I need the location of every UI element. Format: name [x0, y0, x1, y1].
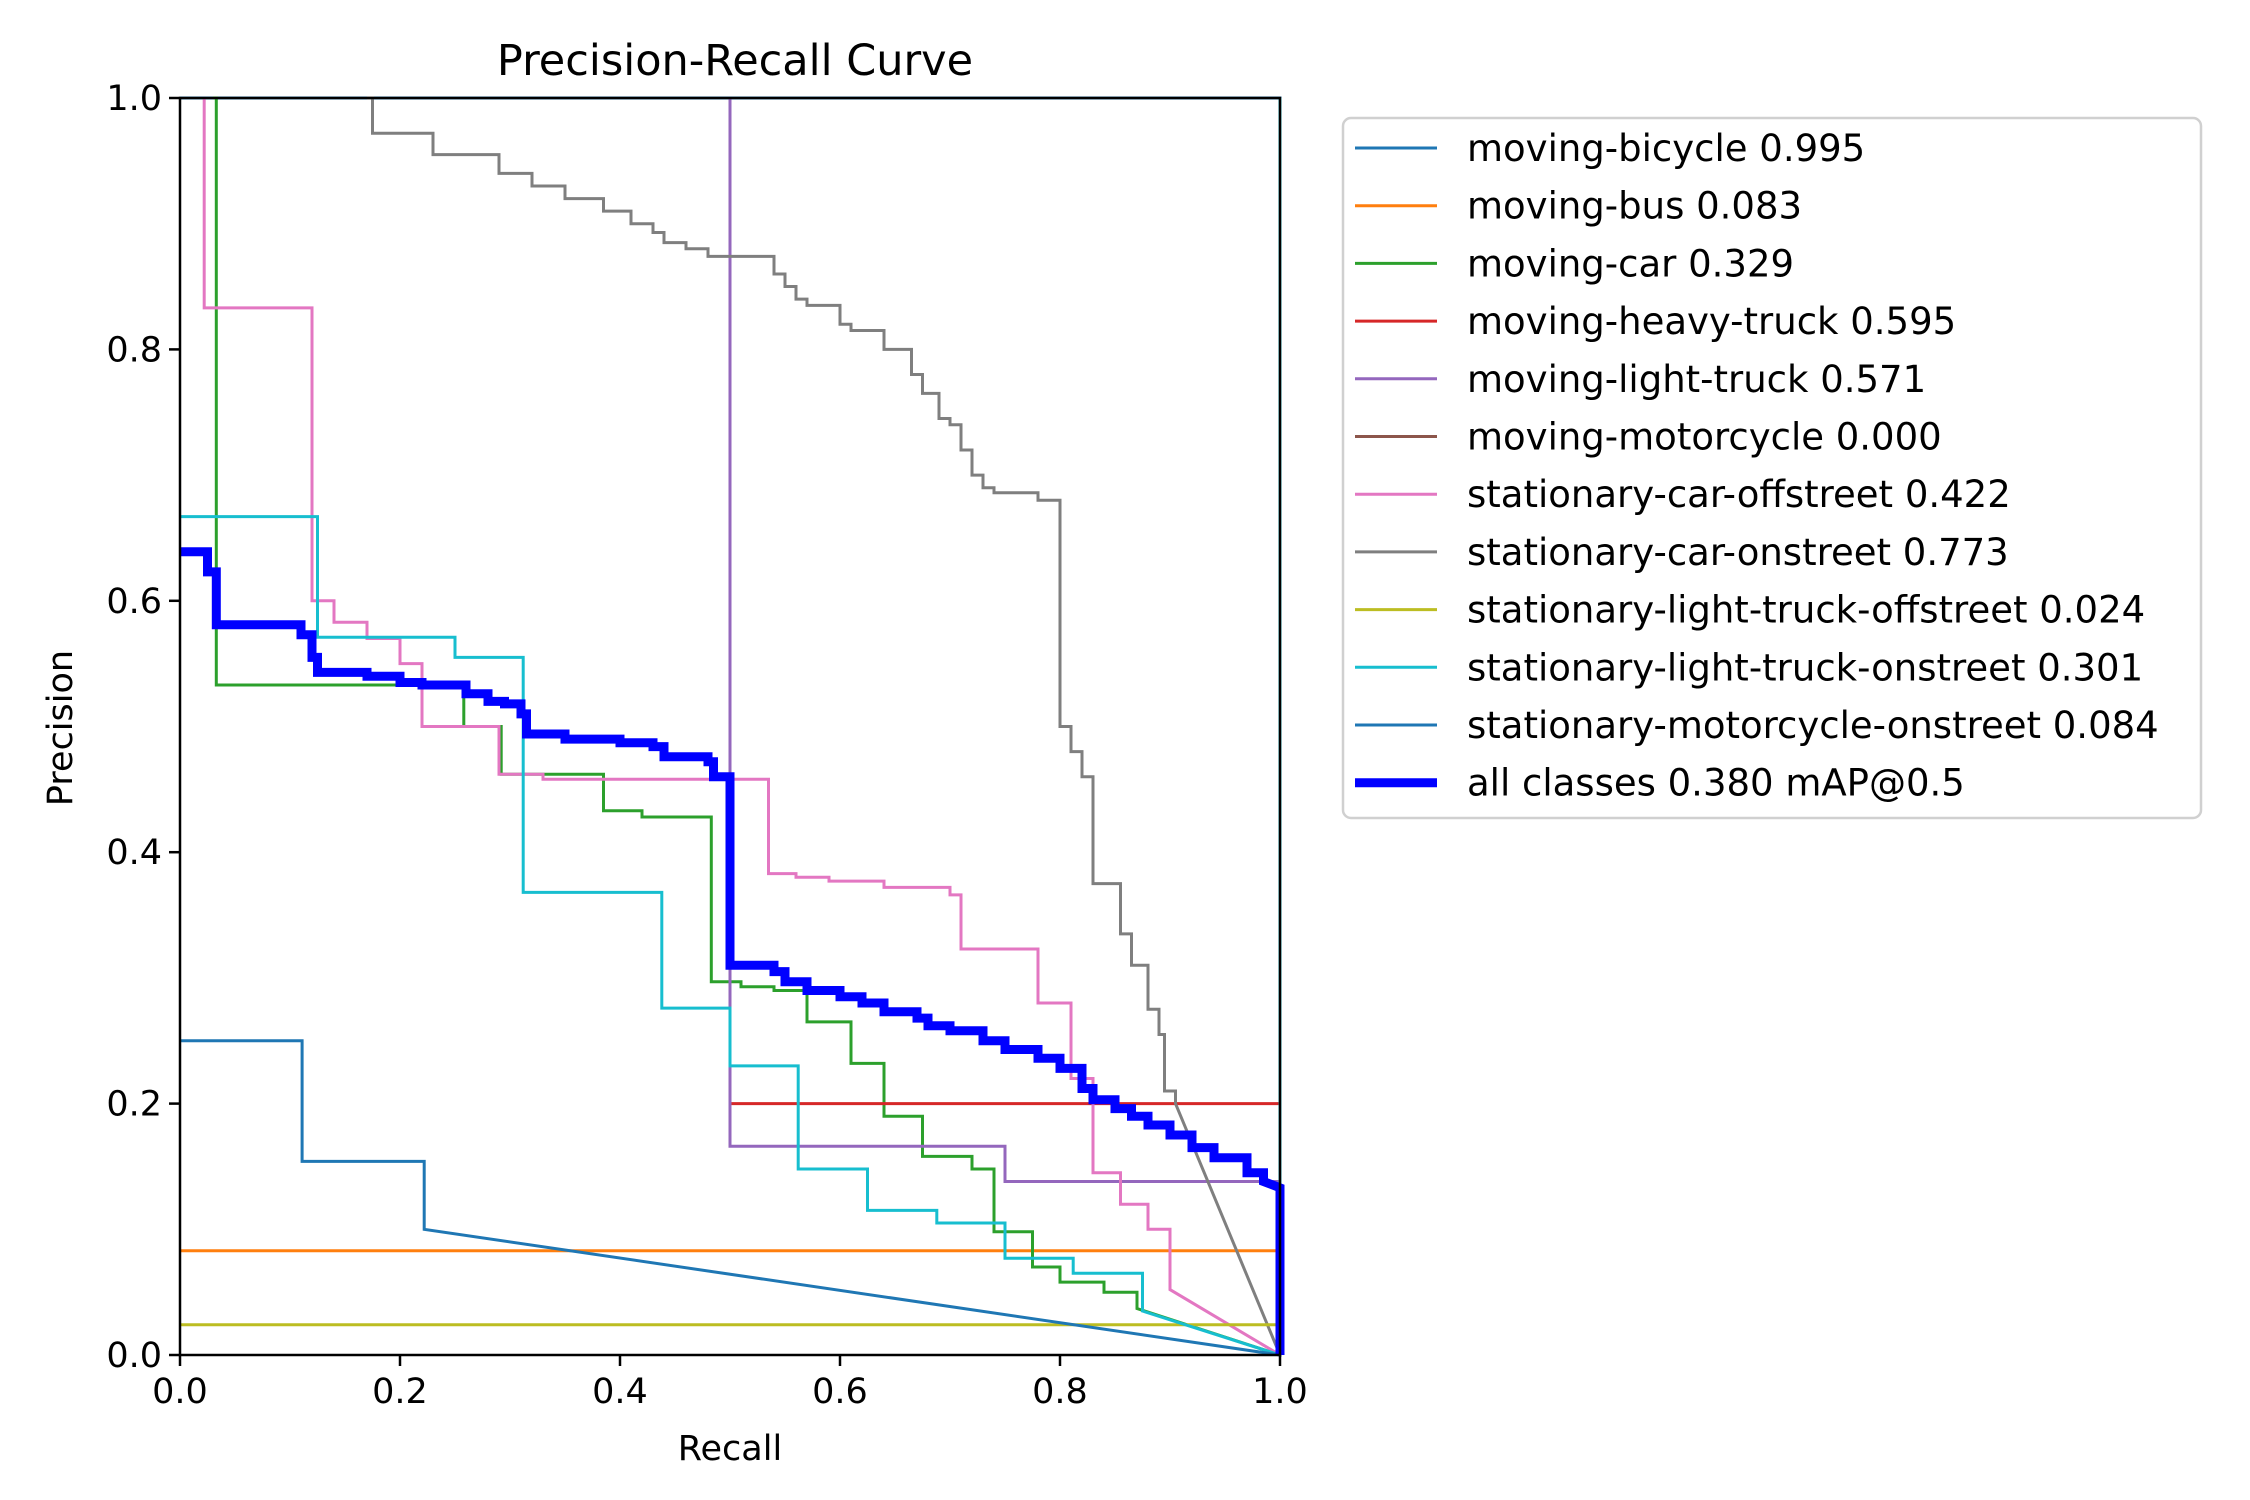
chart-title: Precision-Recall Curve	[497, 36, 973, 86]
y-axis: 0.0 0.2 0.4 0.6 0.8 1.0	[106, 79, 180, 1376]
series-line-all-classes	[180, 547, 1285, 1355]
y-tick-label: 0.8	[106, 330, 162, 370]
legend-entry-label: stationary-car-offstreet 0.422	[1467, 473, 2011, 516]
legend-entry-label: stationary-light-truck-offstreet 0.024	[1467, 589, 2145, 632]
legend-entry-label: all classes 0.380 mAP@0.5	[1467, 762, 1965, 805]
y-tick-label: 0.2	[106, 1085, 162, 1125]
series-line-moving-light-truck	[728, 98, 1282, 1355]
x-tick-label: 0.6	[812, 1372, 868, 1412]
legend: moving-bicycle 0.995 moving-bus 0.083 movi…	[1341, 116, 2203, 820]
series-line-stationary-car-onstreet	[367, 96, 1282, 1356]
y-tick-label: 0.4	[106, 833, 162, 873]
legend-entry-label: moving-bus 0.083	[1467, 185, 1802, 228]
legend-entry-label: moving-motorcycle 0.000	[1467, 416, 1942, 459]
series-line-stationary-car-offstreet	[202, 98, 1281, 1357]
y-axis-label: Precision	[41, 650, 81, 806]
series-line-stationary-light-truck-onstreet	[180, 98, 1282, 1358]
x-tick-label: 0.8	[1032, 1372, 1088, 1412]
plot-area	[180, 96, 1285, 1358]
legend-entry-label: stationary-light-truck-onstreet 0.301	[1467, 646, 2143, 689]
y-tick-label: 0.0	[106, 1336, 162, 1376]
x-axis-label: Recall	[678, 1429, 782, 1469]
plot-frame	[178, 96, 1282, 1357]
legend-entry-label: moving-car 0.329	[1467, 242, 1794, 285]
legend-entry-label: moving-bicycle 0.995	[1467, 127, 1865, 170]
legend-entry-label: stationary-car-onstreet 0.773	[1467, 531, 2009, 574]
x-axis: 0.0 0.2 0.4 0.6 0.8 1.0	[152, 1355, 1308, 1412]
legend-entry-label: moving-heavy-truck 0.595	[1467, 300, 1956, 343]
x-tick-label: 0.2	[372, 1372, 428, 1412]
y-tick-label: 0.6	[106, 582, 162, 622]
x-tick-label: 1.0	[1252, 1372, 1308, 1412]
legend-box	[1341, 116, 2203, 820]
series-line-stationary-motorcycle-onstreet	[180, 1039, 1281, 1357]
x-tick-label: 0.0	[152, 1372, 208, 1412]
x-tick-label: 0.4	[592, 1372, 648, 1412]
y-tick-label: 1.0	[106, 79, 162, 119]
legend-entry-label: stationary-motorcycle-onstreet 0.084	[1467, 704, 2159, 747]
series-line-moving-car	[213, 96, 1281, 1357]
legend-entry-label: moving-light-truck 0.571	[1467, 358, 1926, 401]
